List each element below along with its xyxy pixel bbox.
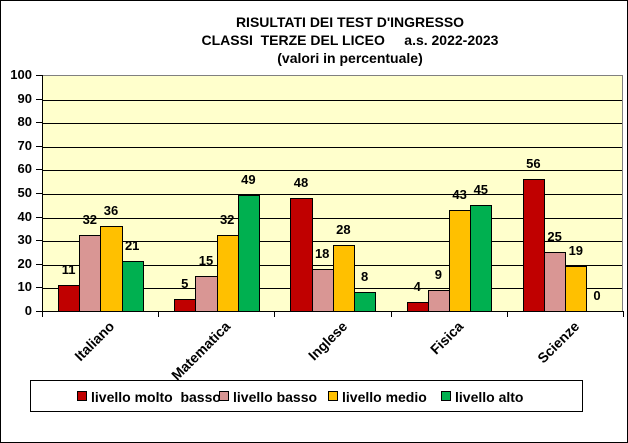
legend-swatch-icon <box>328 391 338 401</box>
bar <box>427 289 450 312</box>
legend-item-medio: livello medio <box>328 389 427 405</box>
bar <box>290 197 313 312</box>
data-label: 19 <box>568 243 584 259</box>
gridline <box>42 146 622 148</box>
bar <box>311 268 334 312</box>
chart-title: RISULTATI DEI TEST D'INGRESSO <box>235 14 465 30</box>
data-label: 9 <box>434 266 442 282</box>
data-label: 32 <box>219 212 235 228</box>
bar <box>565 266 588 312</box>
y-tick-label: 40 <box>17 208 32 224</box>
gridline <box>42 99 622 101</box>
gridline <box>42 264 622 266</box>
data-label: 18 <box>314 245 330 261</box>
bar <box>470 204 493 312</box>
x-tick <box>158 311 160 317</box>
y-tick <box>36 145 42 147</box>
legend-swatch-icon <box>77 391 87 401</box>
bar <box>216 235 239 312</box>
data-label: 8 <box>360 269 369 285</box>
data-label: 15 <box>198 252 214 268</box>
data-label: 43 <box>452 186 467 202</box>
y-tick <box>36 122 42 124</box>
y-tick <box>36 216 42 218</box>
y-tick <box>36 75 42 76</box>
bar <box>449 209 472 312</box>
y-tick-label: 0 <box>24 303 32 318</box>
bar <box>121 261 144 312</box>
data-label: 0 <box>593 288 601 303</box>
y-tick-label: 50 <box>17 185 32 200</box>
legend-item-alto: livello alto <box>441 389 523 405</box>
data-label: 45 <box>473 181 489 197</box>
legend-swatch-icon <box>219 391 229 401</box>
y-tick <box>36 169 42 171</box>
bar <box>58 285 81 312</box>
bar <box>544 252 567 312</box>
data-label: 5 <box>181 276 189 292</box>
data-label: 21 <box>124 238 140 254</box>
data-label: 56 <box>526 155 541 171</box>
y-tick <box>36 240 42 242</box>
y-tick-label: 10 <box>17 279 32 295</box>
y-tick-label: 90 <box>17 90 32 106</box>
bar <box>354 292 377 312</box>
data-label: 25 <box>547 229 562 244</box>
legend-item-basso: livello basso <box>219 389 317 405</box>
data-label: 4 <box>413 278 421 294</box>
gridline <box>42 217 622 219</box>
y-tick-label: 70 <box>17 137 32 153</box>
bar <box>237 195 260 312</box>
bar <box>174 299 197 312</box>
y-tick <box>36 287 42 289</box>
y-tick-label: 100 <box>10 67 32 82</box>
data-label: 28 <box>336 221 351 237</box>
y-tick <box>36 311 42 312</box>
y-tick-label: 20 <box>17 255 32 271</box>
y-tick <box>36 193 42 194</box>
x-tick <box>42 311 43 317</box>
x-tick <box>390 311 392 317</box>
data-label: 36 <box>103 203 119 219</box>
y-axis <box>42 75 43 312</box>
gridline <box>42 241 622 243</box>
data-label: 11 <box>61 262 76 278</box>
chart-subtitle-units: (valori in percentuale) <box>277 50 423 66</box>
data-label: 32 <box>82 212 98 228</box>
bar <box>332 244 355 312</box>
y-tick <box>36 263 42 265</box>
bar <box>79 235 102 312</box>
data-label: 48 <box>293 174 309 190</box>
chart-subtitle: CLASSI TERZE DEL LICEO a.s. 2022-2023 <box>201 32 499 48</box>
legend: livello molto basso livello basso livell… <box>30 380 583 412</box>
bar <box>195 275 218 312</box>
gridline <box>42 194 622 195</box>
data-label: 49 <box>241 172 256 188</box>
legend-item-molto-basso: livello molto basso <box>77 389 221 405</box>
gridline <box>42 170 622 172</box>
x-tick <box>274 311 276 317</box>
x-tick <box>506 311 508 317</box>
x-tick <box>623 311 624 317</box>
legend-swatch-icon <box>441 391 451 401</box>
y-tick-label: 60 <box>17 161 32 177</box>
gridline <box>42 123 622 125</box>
y-tick-label: 80 <box>17 114 32 130</box>
bar <box>406 301 429 312</box>
y-tick-label: 30 <box>17 232 32 248</box>
y-tick <box>36 98 42 100</box>
bar <box>522 178 545 312</box>
